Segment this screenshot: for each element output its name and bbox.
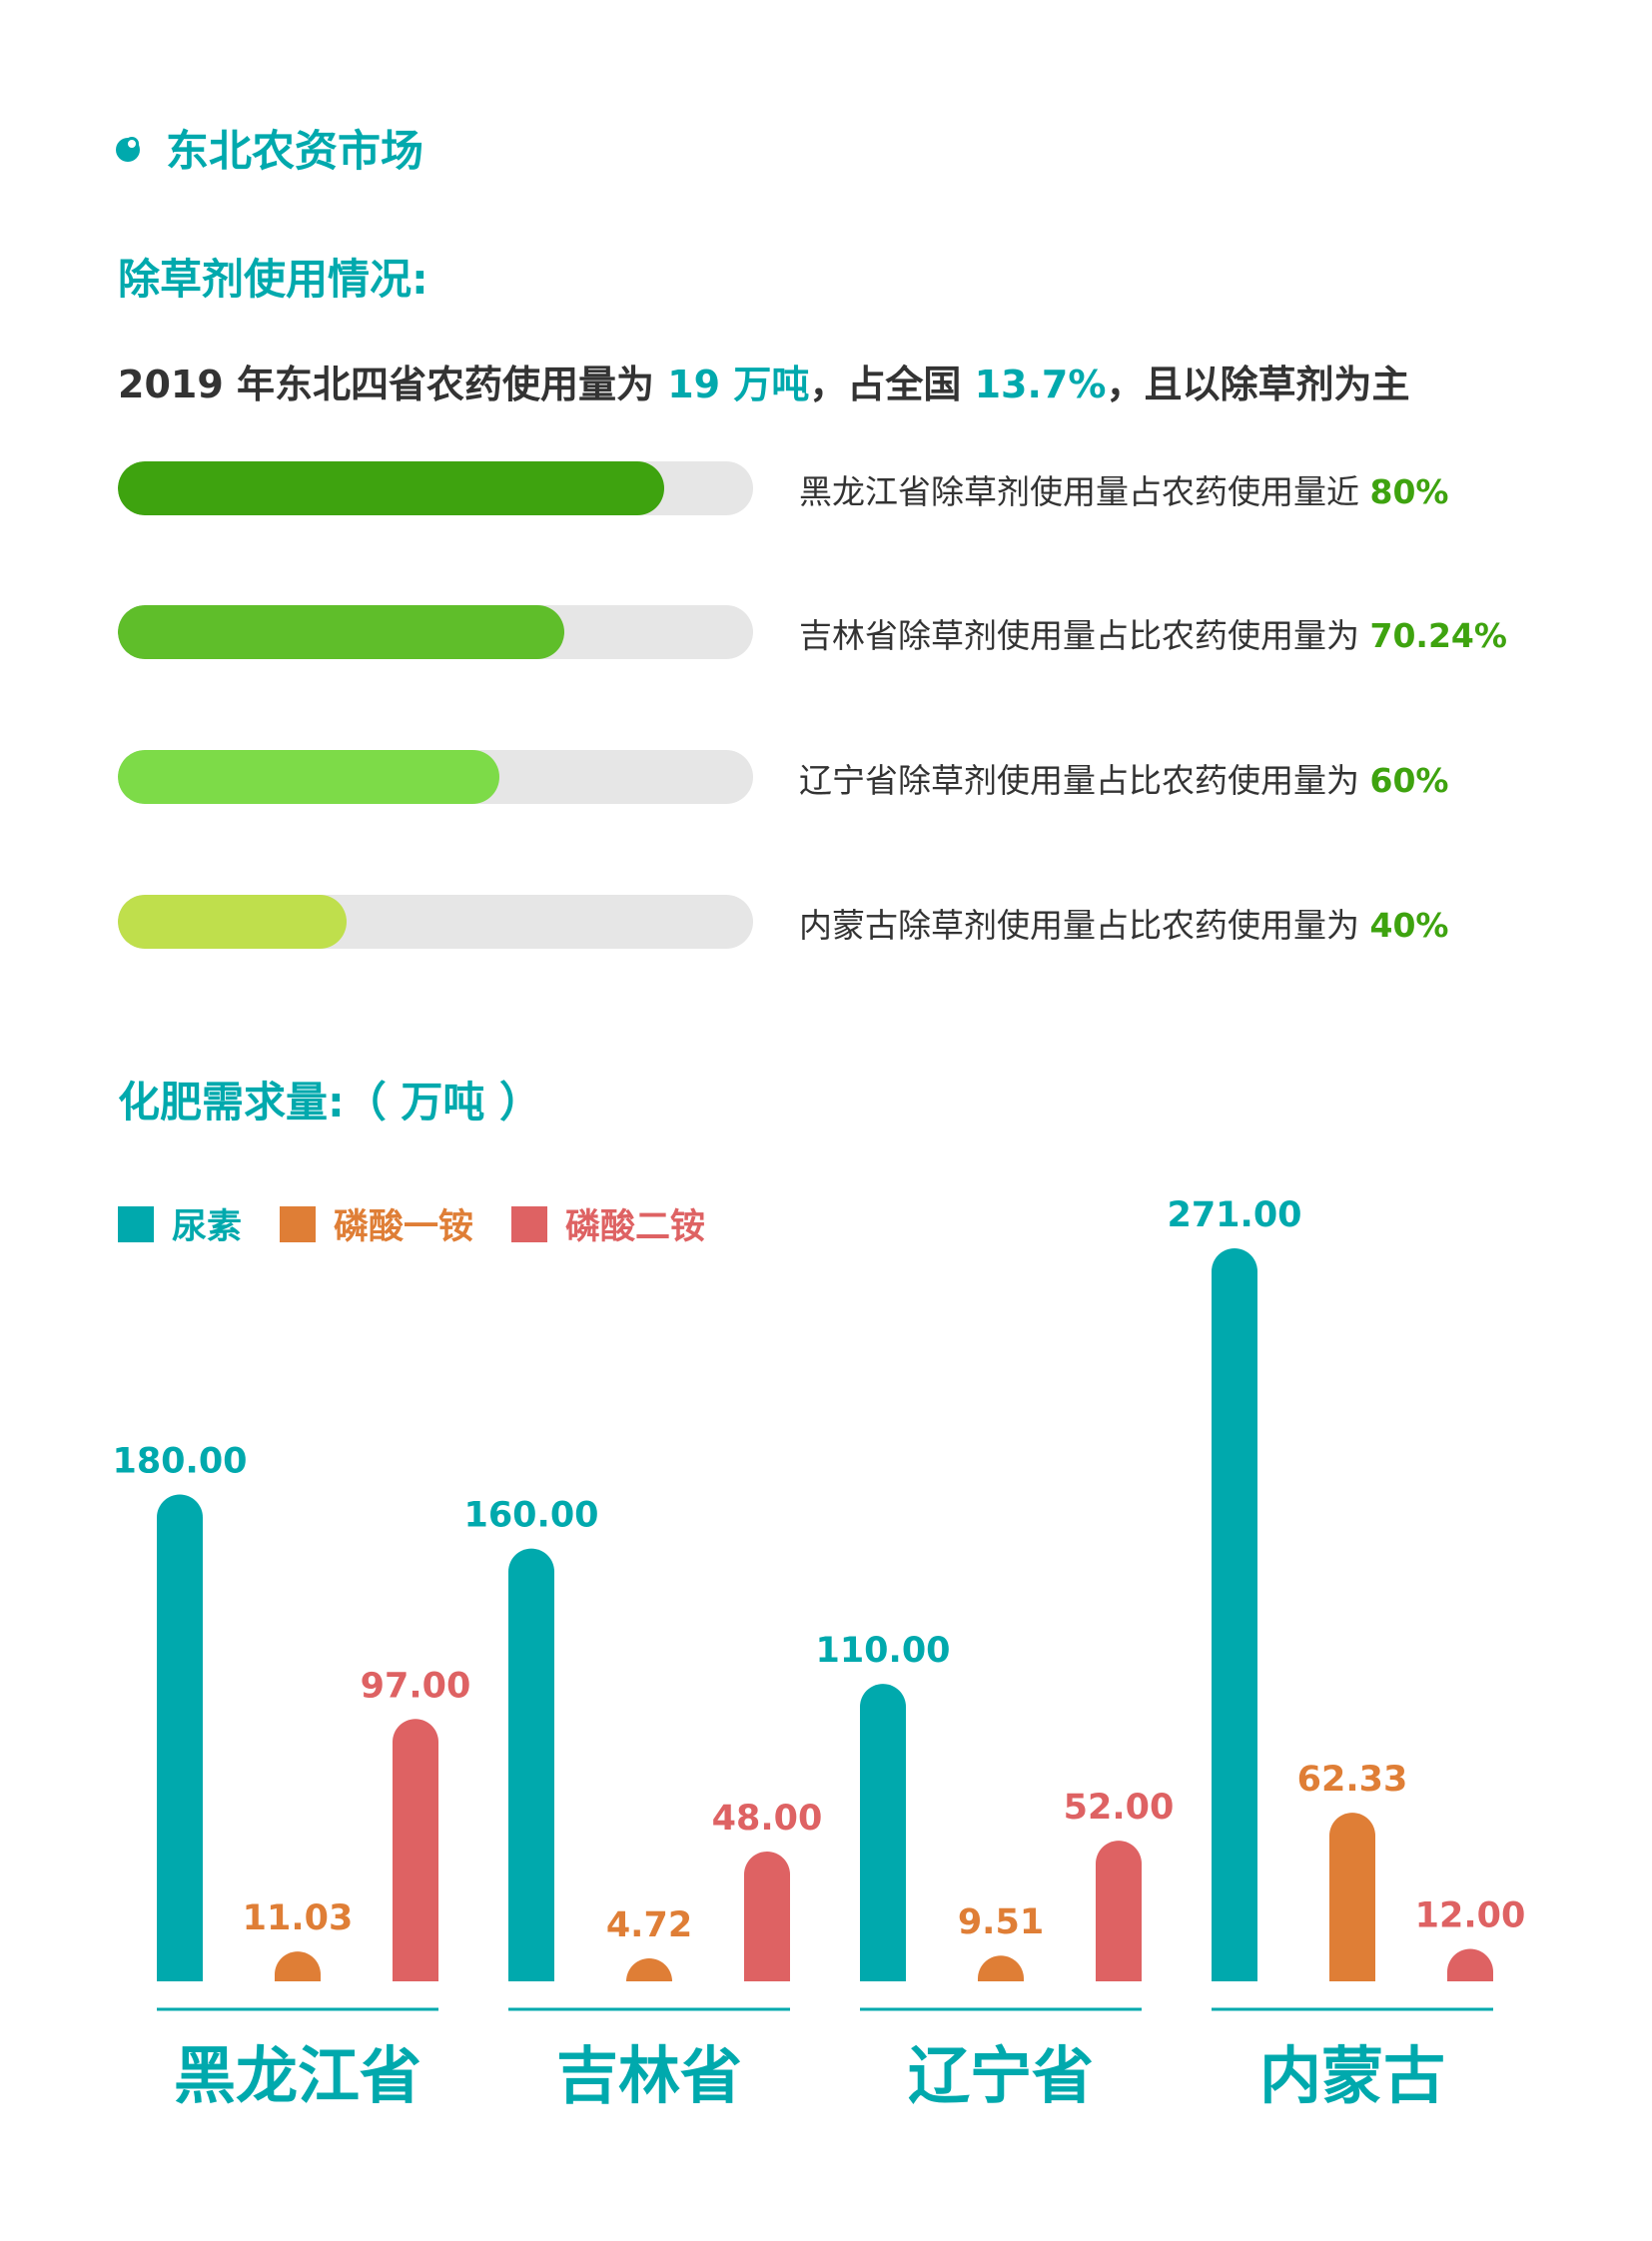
bar-3-0 xyxy=(1212,1248,1257,1981)
progress-fill xyxy=(118,461,664,515)
summary-amount: 19 万吨 xyxy=(667,363,810,406)
progress-row-heilongjiang: 黑龙江省除草剂使用量占农药使用量近 80% xyxy=(118,461,1616,515)
chart-legend: 尿素 磷酸一铵 磷酸二铵 xyxy=(118,1198,743,1249)
bar-3-2 xyxy=(1447,1948,1493,1981)
section-header: 东北农资市场 xyxy=(116,118,423,178)
progress-label-text: 辽宁省除草剂使用量占比农药使用量为 xyxy=(799,761,1370,800)
progress-label: 内蒙古除草剂使用量占比农药使用量为 40% xyxy=(799,899,1449,947)
progress-label: 吉林省除草剂使用量占比农药使用量为 70.24% xyxy=(799,609,1507,657)
summary-middle: ，占全国 xyxy=(809,363,975,406)
progress-row-neimenggu: 内蒙古除草剂使用量占比农药使用量为 40% xyxy=(118,895,1616,949)
progress-pct: 60% xyxy=(1369,761,1449,800)
bar-2-1 xyxy=(978,1955,1024,1981)
progress-pct: 40% xyxy=(1369,906,1449,945)
data-label-1-1: 4.72 xyxy=(606,1905,692,1945)
summary-prefix: 2019 年东北四省农药使用量为 xyxy=(118,363,668,406)
data-label-1-2: 48.00 xyxy=(712,1799,823,1839)
progress-label-text: 黑龙江省除草剂使用量占农药使用量近 xyxy=(799,472,1370,511)
legend-swatch xyxy=(511,1205,548,1242)
progress-label-text: 吉林省除草剂使用量占比农药使用量为 xyxy=(799,616,1370,655)
dot-icon xyxy=(116,134,144,162)
data-label-0-0: 180.00 xyxy=(112,1441,247,1481)
bar-1-2 xyxy=(744,1851,790,1981)
legend-swatch xyxy=(118,1205,154,1242)
data-label-2-1: 9.51 xyxy=(958,1902,1044,1942)
herbicide-title: 除草剂使用情况: xyxy=(118,255,428,304)
progress-track xyxy=(118,605,753,659)
summary-share: 13.7% xyxy=(974,363,1107,406)
progress-fill xyxy=(118,895,347,949)
data-label-2-2: 52.00 xyxy=(1064,1788,1175,1828)
summary-suffix: ，且以除草剂为主 xyxy=(1106,363,1410,406)
data-label-3-2: 12.00 xyxy=(1415,1895,1526,1935)
legend-label: 磷酸一铵 xyxy=(334,1207,474,1247)
legend-item-dap: 磷酸二铵 xyxy=(511,1198,705,1249)
progress-pct: 70.24% xyxy=(1369,616,1507,655)
category-label: 内蒙古 xyxy=(1259,2039,1445,2112)
bar-0-1 xyxy=(275,1951,321,1981)
progress-row-liaoning: 辽宁省除草剂使用量占比农药使用量为 60% xyxy=(118,750,1616,804)
legend-item-map: 磷酸一铵 xyxy=(280,1198,473,1249)
progress-pct: 80% xyxy=(1369,472,1449,511)
legend-label: 磷酸二铵 xyxy=(565,1207,706,1247)
data-label-1-0: 160.00 xyxy=(463,1496,598,1536)
bar-1-1 xyxy=(626,1958,672,1981)
bar-3-1 xyxy=(1329,1813,1375,1981)
bar-0-2 xyxy=(393,1719,438,1981)
bar-2-2 xyxy=(1096,1841,1142,1981)
fertilizer-title: 化肥需求量:（ 万吨 ） xyxy=(118,1078,542,1126)
legend-item-urea: 尿素 xyxy=(118,1198,242,1249)
data-label-2-0: 110.00 xyxy=(815,1631,950,1671)
progress-track xyxy=(118,750,753,804)
category-label: 辽宁省 xyxy=(908,2039,1094,2112)
bar-2-0 xyxy=(860,1684,906,1981)
progress-label: 黑龙江省除草剂使用量占农药使用量近 80% xyxy=(799,465,1449,513)
data-label-0-2: 97.00 xyxy=(361,1666,471,1706)
data-label-3-1: 62.33 xyxy=(1297,1760,1408,1800)
bar-1-0 xyxy=(508,1548,554,1981)
category-label: 黑龙江省 xyxy=(174,2039,421,2112)
progress-fill xyxy=(118,750,499,804)
progress-row-jilin: 吉林省除草剂使用量占比农药使用量为 70.24% xyxy=(118,605,1616,659)
section-title: 东北农资市场 xyxy=(166,127,423,177)
bar-0-0 xyxy=(157,1494,203,1981)
data-label-0-1: 11.03 xyxy=(243,1898,354,1938)
legend-swatch xyxy=(280,1205,317,1242)
progress-label-text: 内蒙古除草剂使用量占比农药使用量为 xyxy=(799,906,1370,945)
progress-track xyxy=(118,895,753,949)
progress-track xyxy=(118,461,753,515)
progress-label: 辽宁省除草剂使用量占比农药使用量为 60% xyxy=(799,754,1449,802)
progress-fill xyxy=(118,605,564,659)
legend-label: 尿素 xyxy=(172,1207,243,1247)
herbicide-summary: 2019 年东北四省农药使用量为 19 万吨，占全国 13.7%，且以除草剂为主 xyxy=(118,354,1409,408)
data-label-3-0: 271.00 xyxy=(1167,1195,1301,1235)
category-label: 吉林省 xyxy=(556,2039,742,2112)
